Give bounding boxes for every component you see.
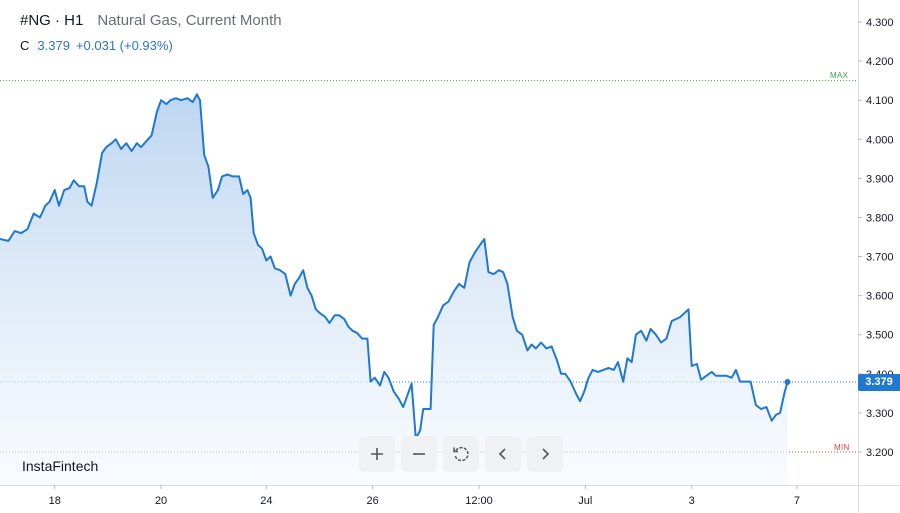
price-line [0, 93, 789, 440]
instrument-name: Natural Gas, Current Month [97, 12, 282, 29]
price-readout: C 3.379 +0.031 (+0.93%) [20, 38, 173, 53]
chevron-right-icon [542, 448, 550, 460]
x-tick-label: 7 [794, 495, 800, 507]
y-tick-label: 4.000 [866, 134, 894, 146]
y-tick-label: 3.200 [866, 447, 894, 459]
y-tick-label: 4.100 [866, 95, 894, 107]
x-tick-label: 24 [260, 495, 272, 507]
x-tick-label: 26 [367, 495, 379, 507]
y-tick-label: 4.300 [866, 17, 894, 29]
y-tick-label: 3.700 [866, 252, 894, 264]
x-tick-label: 12:00 [465, 495, 493, 507]
scroll-right-button[interactable] [527, 436, 563, 472]
y-tick-label: 3.600 [866, 291, 894, 303]
last-price-dot [784, 379, 791, 386]
plus-icon [371, 448, 383, 460]
x-tick-label: 20 [155, 495, 167, 507]
x-tick-label: 18 [49, 495, 61, 507]
chevron-left-icon [498, 448, 506, 460]
brand-logo: InstaFintech [22, 458, 99, 474]
zoom-in-button[interactable] [359, 436, 395, 472]
min-label: MIN [834, 443, 850, 452]
y-tick-label: 3.300 [866, 408, 894, 420]
scroll-left-button[interactable] [485, 436, 521, 472]
area-fill [0, 94, 788, 486]
minus-icon [413, 453, 425, 455]
max-label: MAX [830, 71, 849, 80]
reset-icon [453, 446, 469, 462]
y-tick-label: 3.500 [866, 330, 894, 342]
y-tick-label: 3.800 [866, 212, 894, 224]
chart-toolbar [359, 436, 563, 472]
y-tick-label: 3.900 [866, 173, 894, 185]
x-tick-label: 3 [689, 495, 695, 507]
chart-header: #NG · H1 Natural Gas, Current Month [20, 12, 282, 29]
close-value: 3.379 [37, 38, 70, 53]
last-price-badge: 3.379 [858, 373, 900, 391]
price-change: +0.031 (+0.93%) [75, 38, 173, 53]
zoom-out-button[interactable] [401, 436, 437, 472]
y-tick-label: 4.200 [866, 56, 894, 68]
reset-button[interactable] [443, 436, 479, 472]
x-tick-label: Jul [578, 495, 592, 507]
symbol-label: #NG · H1 [20, 12, 84, 29]
close-label: C [20, 38, 30, 53]
